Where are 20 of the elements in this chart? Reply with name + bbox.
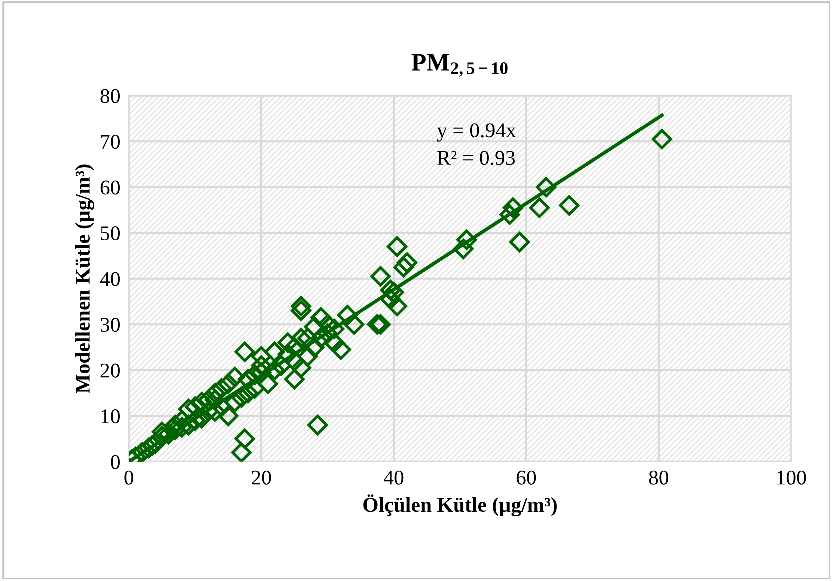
- y-tick-label: 60: [100, 180, 120, 195]
- x-tick-label: 60: [516, 470, 536, 485]
- y-tick-label: 30: [100, 318, 120, 332]
- annotation: R² = 0.93: [438, 151, 516, 166]
- y-axis-title: Modellenen Kütle (µg/m³): [75, 164, 94, 394]
- x-tick-label: 80: [649, 470, 669, 485]
- y-tick-label: 70: [101, 134, 120, 150]
- x-tick-label: 100: [778, 470, 806, 485]
- chart-title: PM$_{2,5−10}$: [412, 54, 508, 77]
- y-tick-label: 20: [100, 364, 120, 378]
- x-axis-title: Ölçülen Kütle (µg/m³): [364, 494, 557, 517]
- x-tick-label: 40: [384, 470, 404, 485]
- x-tick-label: 0: [124, 470, 134, 485]
- y-tick-label: 80: [100, 89, 120, 104]
- annotation: y = 0.94x: [437, 124, 516, 142]
- x-tick-label: 20: [252, 470, 272, 485]
- y-tick-label: 50: [101, 226, 120, 241]
- y-tick-label: 10: [102, 410, 120, 424]
- y-tick-label: 0: [111, 455, 120, 470]
- y-tick-label: 40: [100, 272, 120, 286]
